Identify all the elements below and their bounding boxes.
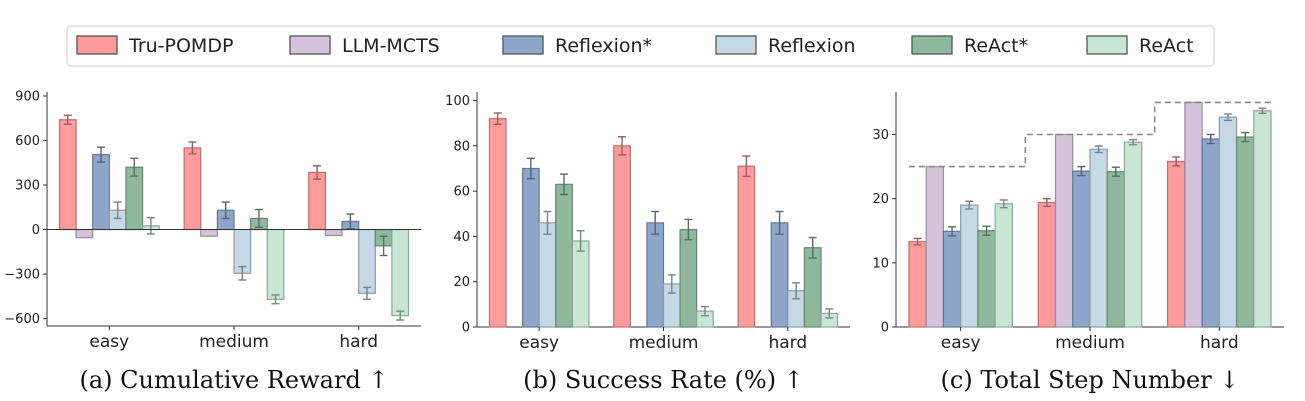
bar-reflexion-easy xyxy=(942,230,962,328)
bar-tru-pomdp-medium xyxy=(1037,201,1057,328)
bar-reflexion-easy xyxy=(538,222,557,328)
bar-react-medium xyxy=(1106,171,1126,328)
legend-label-llm-mcts: LLM-MCTS xyxy=(342,35,440,57)
panel-cumulative-reward: 900 600 300 0 −300 −600 easy medium hard (a) Cumu… xyxy=(4,90,421,394)
bar-reflexion-easy xyxy=(960,204,979,328)
y-tick-label: 30 xyxy=(872,128,889,143)
legend-label-tru-pomdp: Tru-POMDP xyxy=(128,35,233,57)
x-tick-label-medium: medium xyxy=(629,333,699,353)
bar-react-easy xyxy=(555,183,573,328)
bar-reflexion-hard xyxy=(1218,116,1238,328)
legend-swatch-tru-pomdp xyxy=(76,35,118,55)
legend-label-react: ReAct xyxy=(1139,35,1194,57)
bar-llm-mcts-hard xyxy=(1184,101,1203,328)
legend-label-react: ReAct* xyxy=(964,35,1028,57)
legend-label-reflexion: Reflexion* xyxy=(555,35,652,57)
x-tick-label-easy: easy xyxy=(519,333,559,353)
bar-tru-pomdp-hard xyxy=(737,165,756,328)
bar-llm-mcts-easy xyxy=(925,165,945,328)
x-tick-label-hard: hard xyxy=(768,333,807,353)
bar-tru-pomdp-hard xyxy=(308,171,327,231)
y-tick-label: 0 xyxy=(32,223,40,238)
bar-llm-mcts-hard xyxy=(324,228,343,237)
legend-swatch-llm-mcts xyxy=(289,35,331,55)
y-tick-label: 10 xyxy=(872,256,889,271)
bar-reflexion-medium xyxy=(646,222,665,328)
bar-reflexion-medium xyxy=(1089,148,1108,328)
y-tick-label: 0 xyxy=(462,321,470,336)
bar-react-easy xyxy=(571,240,590,328)
max-steps-line xyxy=(908,101,1272,168)
x-tick-label-easy: easy xyxy=(941,333,981,353)
x-tick-label-medium: medium xyxy=(199,332,269,352)
bar-react-easy xyxy=(994,203,1014,328)
panel-caption: (a) Cumulative Reward ↑ xyxy=(79,366,388,394)
legend-swatch-reflexion xyxy=(502,35,544,55)
y-tick-label: 600 xyxy=(15,134,40,149)
y-tick-label: −600 xyxy=(4,312,40,327)
y-tick-label: 100 xyxy=(445,94,470,109)
bar-reflexion-hard xyxy=(358,228,376,294)
x-tick-label-easy: easy xyxy=(89,332,129,352)
bar-react-easy xyxy=(977,230,996,328)
y-tick-label: 60 xyxy=(453,185,470,200)
bar-tru-pomdp-medium xyxy=(183,147,202,231)
x-tick-label-medium: medium xyxy=(1055,333,1125,353)
legend-swatch-react xyxy=(1086,35,1128,55)
bar-react-hard xyxy=(391,228,410,317)
y-tick-label: 20 xyxy=(872,192,889,207)
bar-react-medium xyxy=(1123,141,1143,328)
panel-caption: (b) Success Rate (%) ↑ xyxy=(523,366,804,394)
y-tick-label: −300 xyxy=(4,268,40,283)
bar-reflexion-easy xyxy=(521,167,540,328)
y-tick-label: 900 xyxy=(15,90,40,105)
y-tick-label: 20 xyxy=(453,275,470,290)
bar-react-medium xyxy=(266,228,285,300)
bar-llm-mcts-medium xyxy=(200,228,218,237)
bar-reflexion-easy xyxy=(92,154,110,231)
bar-react-hard xyxy=(1253,110,1272,328)
bar-reflexion-medium xyxy=(1072,170,1091,328)
y-tick-label: 300 xyxy=(15,179,40,194)
panel-success-rate: 100 80 60 40 20 0 easy medium hard (b) Success Ra… xyxy=(445,92,850,394)
bar-tru-pomdp-hard xyxy=(1166,160,1186,328)
legend-swatch-reflexion xyxy=(715,35,757,55)
y-tick-label: 0 xyxy=(881,321,889,336)
legend-swatch-react xyxy=(911,35,953,55)
bar-tru-pomdp-easy xyxy=(488,118,507,328)
bar-react-medium xyxy=(679,229,698,328)
legend-label-reflexion: Reflexion xyxy=(768,35,856,57)
panel-caption: (c) Total Step Number ↓ xyxy=(941,366,1240,394)
bar-llm-mcts-easy xyxy=(75,228,94,239)
y-tick-label: 40 xyxy=(453,230,470,245)
bar-llm-mcts-medium xyxy=(1054,133,1074,328)
y-tick-label: 80 xyxy=(453,139,470,154)
x-tick-label-hard: hard xyxy=(339,332,378,352)
legend: Tru-POMDP LLM-MCTS Reflexion* Reflexion ReAc… xyxy=(66,25,1215,67)
x-tick-label-hard: hard xyxy=(1200,333,1239,353)
bar-react-hard xyxy=(803,247,822,328)
bar-reflexion-hard xyxy=(1201,138,1220,328)
bar-tru-pomdp-easy xyxy=(58,119,77,231)
bar-react-hard xyxy=(1235,136,1255,328)
bar-reflexion-hard xyxy=(770,222,789,328)
bar-tru-pomdp-easy xyxy=(908,241,927,328)
panel-total-step-number: 30 20 10 0 easy medium hard (c) Total Step Numb… xyxy=(872,92,1284,394)
bar-tru-pomdp-medium xyxy=(613,145,631,328)
